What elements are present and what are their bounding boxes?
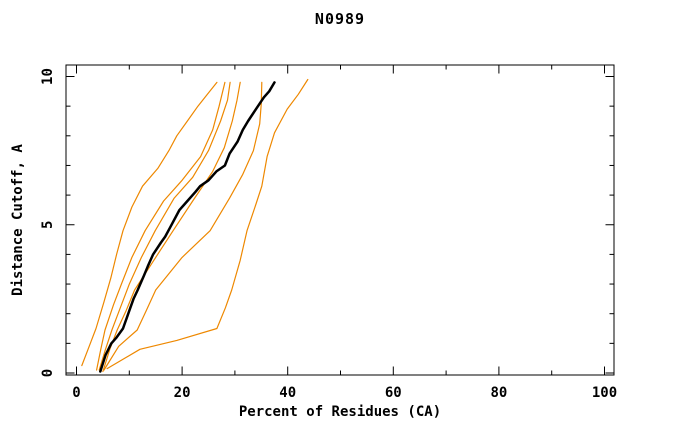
curve-model-6 xyxy=(106,78,309,370)
y-tick-label: 10 xyxy=(40,68,56,85)
chart-title: N0989 xyxy=(314,10,366,28)
x-tick-label: 60 xyxy=(385,385,402,401)
y-tick-label: 0 xyxy=(40,369,56,377)
y-tick-label: 5 xyxy=(40,221,56,229)
x-tick-label: 0 xyxy=(72,385,80,401)
x-tick-label: 40 xyxy=(279,385,296,401)
plot-border xyxy=(65,64,615,376)
x-tick-label: 80 xyxy=(490,385,507,401)
x-axis-title: Percent of Residues (CA) xyxy=(238,404,442,420)
curve-model-3 xyxy=(98,81,231,371)
x-tick-label: 20 xyxy=(174,385,191,401)
curve-model-5 xyxy=(103,81,263,371)
curve-model-2 xyxy=(95,81,226,371)
curve-model-4 xyxy=(102,81,241,373)
x-tick-label: 100 xyxy=(592,385,617,401)
curve-highlighted-model xyxy=(99,81,276,373)
y-axis-title: Distance Cutoff, A xyxy=(10,144,26,296)
curve-model-1 xyxy=(81,81,218,367)
